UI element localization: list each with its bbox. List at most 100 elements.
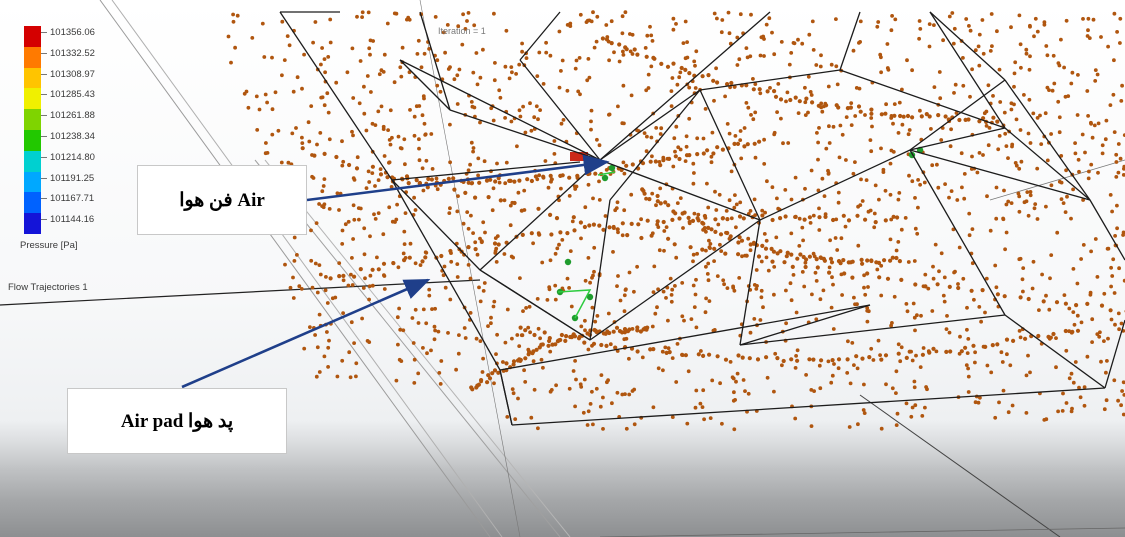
- particle: [766, 268, 771, 273]
- particle: [1013, 60, 1018, 65]
- particle: [1116, 311, 1121, 316]
- particle: [938, 96, 943, 101]
- particle: [475, 82, 480, 87]
- particle: [1057, 115, 1062, 120]
- particle: [526, 352, 531, 357]
- particle: [809, 168, 814, 173]
- particle: [423, 133, 428, 137]
- particle: [762, 54, 766, 58]
- particle: [895, 411, 900, 416]
- particle: [878, 353, 882, 357]
- particle: [914, 353, 918, 358]
- particle: [667, 156, 672, 161]
- particle: [1112, 291, 1117, 295]
- particle: [720, 216, 725, 221]
- particle: [1024, 199, 1029, 204]
- particle: [673, 149, 677, 154]
- particle: [814, 317, 819, 322]
- particle: [783, 214, 788, 219]
- particle: [737, 276, 742, 280]
- particle: [693, 86, 698, 90]
- particle: [587, 171, 592, 176]
- particle: [451, 176, 456, 181]
- particle: [509, 65, 514, 69]
- particle: [879, 426, 884, 431]
- particle: [408, 241, 413, 246]
- particle: [751, 117, 756, 122]
- particle: [826, 172, 831, 176]
- particle: [1027, 97, 1032, 102]
- particle: [948, 349, 953, 354]
- particle: [388, 142, 393, 147]
- particle: [680, 281, 685, 285]
- particle: [624, 47, 629, 52]
- particle: [978, 395, 982, 400]
- particle: [1056, 61, 1061, 65]
- particle: [666, 203, 671, 208]
- particle: [547, 338, 552, 344]
- particle: [376, 109, 381, 114]
- particle: [1065, 194, 1069, 199]
- particle: [728, 234, 733, 239]
- particle: [710, 130, 715, 135]
- particle: [478, 75, 483, 80]
- particle: [999, 350, 1004, 355]
- particle: [853, 114, 858, 118]
- particle: [496, 370, 501, 375]
- particle: [350, 129, 354, 134]
- particle: [412, 114, 417, 119]
- particle: [597, 143, 602, 148]
- particle: [498, 95, 503, 100]
- particle: [549, 388, 554, 392]
- particle: [607, 58, 611, 63]
- particle: [774, 235, 779, 240]
- particle: [423, 255, 428, 260]
- particle: [736, 252, 741, 257]
- particle: [594, 39, 599, 44]
- particle: [561, 118, 566, 122]
- particle: [752, 317, 757, 321]
- particle: [751, 77, 755, 81]
- particle: [583, 328, 587, 333]
- particle: [1112, 130, 1117, 135]
- particle: [894, 248, 899, 253]
- particle: [696, 218, 701, 223]
- flow-trajectories-label[interactable]: Flow Trajectories 1: [8, 282, 88, 293]
- particle: [514, 72, 518, 76]
- particle: [1024, 411, 1029, 415]
- particle: [433, 15, 438, 19]
- particle: [627, 327, 632, 332]
- particle: [588, 280, 592, 285]
- particle: [1063, 301, 1068, 306]
- particle: [1109, 265, 1113, 270]
- guide-line: [0, 279, 481, 306]
- particle: [622, 327, 628, 332]
- particle: [964, 363, 969, 367]
- pressure-legend[interactable]: 101356.06 101332.52 101308.97 101285.43 1012…: [20, 26, 160, 296]
- particle: [856, 422, 860, 427]
- particle: [700, 405, 705, 409]
- particle: [819, 358, 824, 363]
- particle: [523, 130, 528, 135]
- particle: [510, 70, 514, 75]
- particle: [1102, 407, 1107, 412]
- particle: [1010, 144, 1014, 149]
- particle: [417, 180, 422, 186]
- particle: [497, 88, 502, 93]
- particle: [781, 358, 786, 364]
- particle: [443, 50, 447, 55]
- particle: [573, 404, 577, 409]
- particle: [1028, 370, 1032, 375]
- particle: [818, 255, 823, 260]
- particle: [536, 326, 541, 331]
- particle: [753, 82, 758, 86]
- particle: [817, 206, 821, 211]
- particle: [466, 168, 471, 173]
- particle: [939, 138, 944, 142]
- particle: [355, 155, 360, 160]
- particle: [1114, 152, 1119, 157]
- particle: [751, 87, 756, 92]
- particle: [916, 178, 920, 182]
